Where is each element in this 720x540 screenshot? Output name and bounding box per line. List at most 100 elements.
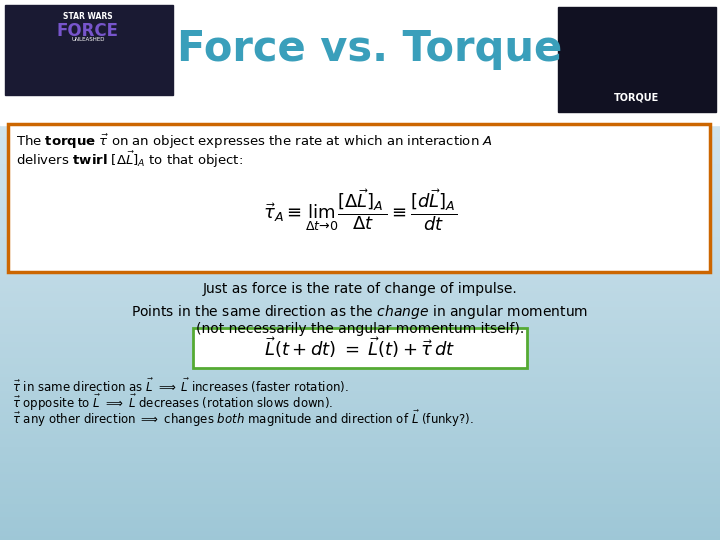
- Bar: [0, 364, 720, 367]
- Text: $\vec{L}(t+dt) \;=\; \vec{L}(t) + \vec{\tau}\, dt$: $\vec{L}(t+dt) \;=\; \vec{L}(t) + \vec{\…: [264, 335, 456, 360]
- Bar: [0, 440, 720, 443]
- Bar: [0, 508, 720, 510]
- Bar: [0, 181, 720, 184]
- Bar: [0, 251, 720, 254]
- Bar: [0, 432, 720, 435]
- Bar: [0, 240, 720, 243]
- Bar: [0, 76, 720, 78]
- Bar: [0, 367, 720, 370]
- Bar: [0, 427, 720, 429]
- Bar: [0, 46, 720, 49]
- Bar: [0, 378, 720, 381]
- Bar: [0, 481, 720, 483]
- Bar: [0, 65, 720, 68]
- Bar: [0, 219, 720, 221]
- Bar: [0, 259, 720, 262]
- Bar: [0, 502, 720, 505]
- Bar: [0, 462, 720, 464]
- Bar: [0, 389, 720, 392]
- Bar: [0, 338, 720, 340]
- Bar: [558, 7, 716, 112]
- Bar: [0, 184, 720, 186]
- Bar: [0, 346, 720, 348]
- Bar: [0, 78, 720, 81]
- Bar: [0, 489, 720, 491]
- Bar: [0, 416, 720, 418]
- Text: TORQUE: TORQUE: [614, 93, 660, 103]
- Bar: [0, 408, 720, 410]
- Bar: [0, 429, 720, 432]
- Bar: [0, 294, 720, 297]
- Bar: [0, 340, 720, 343]
- Bar: [0, 332, 720, 335]
- Bar: [0, 192, 720, 194]
- Bar: [0, 108, 720, 111]
- Bar: [0, 521, 720, 524]
- Bar: [0, 3, 720, 5]
- Bar: [0, 62, 720, 65]
- Bar: [0, 516, 720, 518]
- Bar: [0, 392, 720, 394]
- Bar: [0, 132, 720, 135]
- Text: $\vec{\tau}_A \equiv \lim_{\Delta t \to 0} \dfrac{[\Delta\vec{L}]_A}{\Delta t} \: $\vec{\tau}_A \equiv \lim_{\Delta t \to …: [263, 187, 457, 233]
- Bar: [0, 27, 720, 30]
- Bar: [0, 410, 720, 413]
- Text: UNLEASHED: UNLEASHED: [71, 37, 104, 42]
- Bar: [0, 178, 720, 181]
- Bar: [0, 130, 720, 132]
- Bar: [0, 73, 720, 76]
- Text: Points in the same direction as the $\mathit{change}$ in angular momentum: Points in the same direction as the $\ma…: [132, 303, 588, 321]
- Bar: [0, 483, 720, 486]
- Text: Force vs. Torque: Force vs. Torque: [177, 28, 562, 70]
- Text: $\vec{\tau}$ in same direction as $\vec{L}$ $\Longrightarrow$ $\vec{L}$ increase: $\vec{\tau}$ in same direction as $\vec{…: [12, 377, 348, 395]
- Bar: [0, 186, 720, 189]
- Bar: [0, 170, 720, 173]
- Bar: [0, 84, 720, 86]
- Text: (not necessarily the angular momentum itself).: (not necessarily the angular momentum it…: [196, 322, 524, 336]
- Bar: [0, 305, 720, 308]
- Bar: [0, 32, 720, 35]
- Bar: [0, 518, 720, 521]
- Bar: [0, 94, 720, 97]
- Bar: [0, 437, 720, 440]
- Bar: [0, 92, 720, 94]
- Bar: [0, 43, 720, 46]
- Bar: [0, 213, 720, 216]
- Bar: [0, 111, 720, 113]
- Bar: [0, 308, 720, 310]
- Bar: [0, 472, 720, 475]
- Bar: [0, 310, 720, 313]
- Bar: [0, 278, 720, 281]
- Bar: [0, 22, 720, 24]
- Bar: [0, 454, 720, 456]
- Bar: [0, 194, 720, 197]
- Bar: [0, 505, 720, 508]
- Bar: [0, 524, 720, 526]
- Bar: [0, 59, 720, 62]
- Bar: [0, 200, 720, 202]
- Bar: [0, 81, 720, 84]
- Bar: [0, 319, 720, 321]
- FancyBboxPatch shape: [8, 124, 710, 272]
- Bar: [0, 224, 720, 227]
- Bar: [0, 157, 720, 159]
- Bar: [0, 381, 720, 383]
- Bar: [0, 57, 720, 59]
- Text: $\vec{\tau}$ opposite to $\vec{L}$ $\Longrightarrow$ $\vec{L}$ decreases (rotati: $\vec{\tau}$ opposite to $\vec{L}$ $\Lon…: [12, 393, 333, 413]
- Bar: [0, 49, 720, 51]
- Bar: [0, 221, 720, 224]
- Text: FORCE: FORCE: [57, 22, 119, 40]
- Bar: [0, 313, 720, 316]
- Bar: [0, 0, 720, 125]
- Text: Just as force is the rate of change of impulse.: Just as force is the rate of change of i…: [202, 282, 518, 296]
- Bar: [0, 230, 720, 232]
- Bar: [0, 0, 720, 3]
- Bar: [0, 359, 720, 362]
- Bar: [0, 143, 720, 146]
- Bar: [0, 35, 720, 38]
- Bar: [5, 5, 173, 95]
- Bar: [0, 246, 720, 248]
- Bar: [0, 491, 720, 494]
- Bar: [0, 275, 720, 278]
- Bar: [0, 297, 720, 300]
